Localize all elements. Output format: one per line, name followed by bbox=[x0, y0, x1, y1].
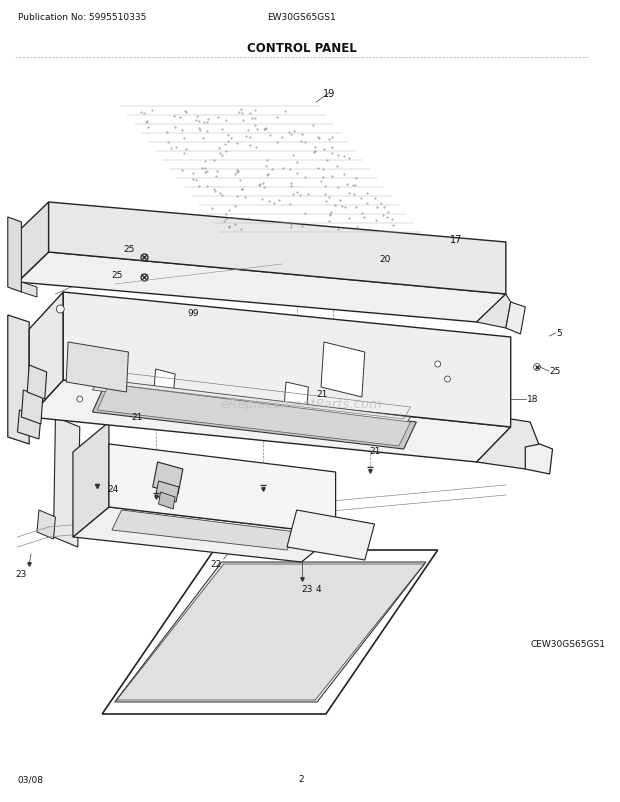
Polygon shape bbox=[92, 379, 410, 427]
Polygon shape bbox=[117, 565, 424, 700]
Text: 17: 17 bbox=[450, 235, 463, 245]
Polygon shape bbox=[284, 383, 308, 412]
Text: 25: 25 bbox=[111, 270, 122, 279]
Text: 22: 22 bbox=[210, 560, 221, 569]
Text: 21: 21 bbox=[370, 447, 381, 456]
Polygon shape bbox=[63, 293, 511, 427]
Polygon shape bbox=[154, 370, 175, 398]
Text: Publication No: 5995510335: Publication No: 5995510335 bbox=[17, 14, 146, 22]
Text: 21: 21 bbox=[316, 390, 327, 399]
Circle shape bbox=[435, 362, 441, 367]
Polygon shape bbox=[156, 481, 179, 502]
Circle shape bbox=[77, 396, 82, 403]
Polygon shape bbox=[29, 293, 63, 418]
Polygon shape bbox=[17, 253, 506, 322]
Text: 03/08: 03/08 bbox=[17, 775, 43, 784]
Text: 5: 5 bbox=[556, 329, 562, 338]
Polygon shape bbox=[22, 391, 43, 424]
Polygon shape bbox=[97, 384, 410, 447]
Text: CEW30GS65GS1: CEW30GS65GS1 bbox=[530, 640, 605, 649]
Text: 19: 19 bbox=[322, 89, 335, 99]
Text: eReplacementParts.com: eReplacementParts.com bbox=[221, 398, 383, 411]
Polygon shape bbox=[525, 444, 552, 475]
Circle shape bbox=[56, 306, 64, 314]
Polygon shape bbox=[112, 510, 297, 550]
Text: 99: 99 bbox=[188, 309, 199, 318]
Polygon shape bbox=[115, 562, 426, 702]
Polygon shape bbox=[17, 411, 41, 439]
Polygon shape bbox=[477, 294, 511, 329]
Text: 23: 23 bbox=[16, 569, 27, 579]
Polygon shape bbox=[477, 419, 540, 469]
Text: CONTROL PANEL: CONTROL PANEL bbox=[247, 42, 356, 55]
Polygon shape bbox=[321, 342, 365, 398]
Polygon shape bbox=[27, 366, 46, 399]
Polygon shape bbox=[153, 463, 183, 494]
Text: 21: 21 bbox=[131, 413, 143, 422]
Polygon shape bbox=[73, 423, 109, 537]
Text: 18: 18 bbox=[527, 395, 539, 404]
Polygon shape bbox=[159, 492, 175, 509]
Polygon shape bbox=[22, 282, 37, 298]
Text: 2: 2 bbox=[299, 775, 304, 784]
Polygon shape bbox=[8, 217, 22, 293]
Polygon shape bbox=[506, 302, 525, 334]
Text: 24: 24 bbox=[107, 485, 118, 494]
Text: 25: 25 bbox=[549, 367, 561, 376]
Polygon shape bbox=[17, 203, 48, 282]
Polygon shape bbox=[8, 316, 29, 444]
Polygon shape bbox=[66, 342, 128, 392]
Text: EW30GS65GS1: EW30GS65GS1 bbox=[267, 14, 336, 22]
Polygon shape bbox=[287, 510, 374, 561]
Polygon shape bbox=[109, 444, 335, 534]
Polygon shape bbox=[29, 380, 511, 463]
Polygon shape bbox=[37, 510, 55, 539]
Polygon shape bbox=[53, 418, 80, 547]
Text: 20: 20 bbox=[379, 255, 391, 264]
Text: 4: 4 bbox=[315, 585, 321, 593]
Text: 23: 23 bbox=[301, 585, 313, 593]
Polygon shape bbox=[73, 508, 335, 562]
Polygon shape bbox=[102, 550, 438, 714]
Circle shape bbox=[445, 376, 450, 383]
Text: 25: 25 bbox=[124, 245, 135, 254]
Polygon shape bbox=[92, 384, 417, 449]
Polygon shape bbox=[48, 203, 506, 294]
